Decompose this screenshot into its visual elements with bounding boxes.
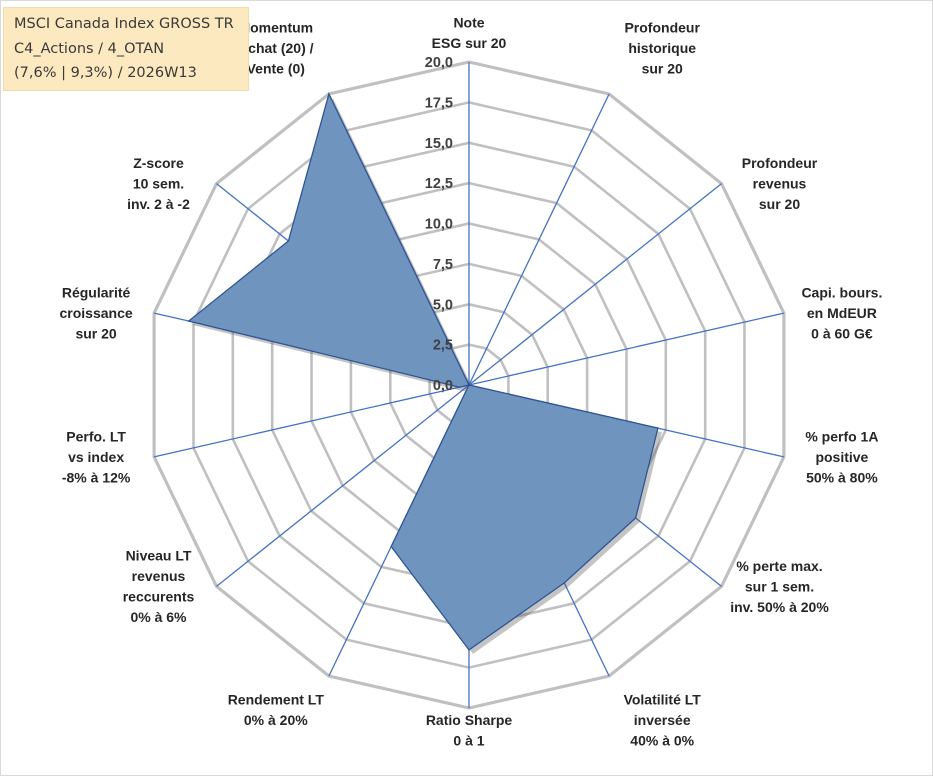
axis-label: Rendement LT 0% à 20%	[228, 692, 325, 729]
axis-spoke	[468, 312, 785, 386]
axis-label: % perfo 1A positive 50% à 80%	[805, 428, 878, 485]
axis-spoke	[468, 183, 722, 386]
axis-label: Volatilité LT inversée 40% à 0%	[624, 692, 702, 749]
axis-label: Z-score 10 sem. inv. 2 à -2	[127, 155, 190, 212]
title-line-1: MSCI Canada Index GROSS TR	[14, 16, 234, 32]
radial-tick-labels: 0,0 2,5 5,0 7,5 10,0 12,5 15,0 17,5 20,0	[425, 55, 453, 394]
data-point	[390, 545, 393, 548]
axis-label: Régularité croissance sur 20	[60, 285, 133, 342]
tick-label: 7,5	[433, 257, 453, 273]
axis-spoke	[216, 384, 470, 587]
axis-spoke	[153, 384, 470, 458]
data-point	[468, 649, 470, 651]
axis-label: Niveau LT revenus reccurents 0% à 6%	[123, 548, 195, 626]
tick-label: 5,0	[433, 297, 453, 313]
tick-label: 17,5	[425, 95, 453, 111]
data-point	[634, 517, 637, 519]
axis-label: Profondeur revenus sur 20	[742, 155, 818, 212]
axis-label: Capi. bours. en MdEUR 0 à 60 G€	[801, 285, 882, 342]
tick-label: 0,0	[433, 378, 453, 394]
title-line-3: (7,6% | 9,3%) / 2026W13	[14, 65, 197, 81]
axis-label: Profondeur historique sur 20	[624, 19, 700, 76]
data-point	[468, 384, 470, 386]
series-area	[187, 92, 659, 651]
axis-labels: Note ESG sur 20 Profondeur historique sur 20…	[60, 15, 883, 749]
tick-label: 2,5	[433, 338, 453, 354]
tick-label: 10,0	[425, 217, 453, 233]
tick-label: 12,5	[425, 176, 453, 192]
chart-title-box: MSCI Canada Index GROSS TR C4_Actions / …	[3, 7, 249, 91]
axis-label: % perte max. sur 1 sem. inv. 50% à 20%	[730, 558, 829, 615]
data-point	[187, 320, 190, 322]
data-point	[563, 582, 566, 584]
axis-label: Momentum Achat (20) / Vente (0)	[238, 19, 314, 76]
tick-label: 15,0	[425, 136, 453, 152]
axis-spoke	[468, 93, 610, 386]
data-point	[287, 240, 290, 242]
data-point	[657, 427, 659, 429]
axis-label: Ratio Sharpe 0 à 1	[426, 712, 513, 749]
data-point	[458, 386, 461, 389]
axis-label: Note ESG sur 20	[432, 15, 507, 52]
axis-label: Perfo. LT vs index -8% à 12%	[62, 428, 131, 485]
data-point	[328, 93, 330, 95]
tick-label: 20,0	[425, 55, 453, 71]
title-line-2: C4_Actions / 4_OTAN	[14, 41, 165, 57]
radar-series	[187, 92, 662, 654]
